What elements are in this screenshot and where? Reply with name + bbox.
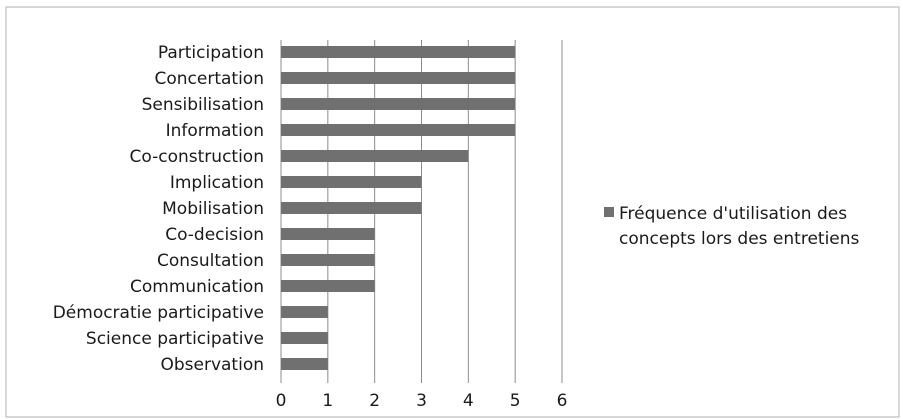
x-tick-labels: 0 1 2 3 4 5 6 xyxy=(276,378,568,411)
x-tick-label: 2 xyxy=(369,391,380,411)
legend-label-line-1: Fréquence d'utilisation des xyxy=(619,204,847,224)
bar xyxy=(281,72,516,84)
x-tick-label: 0 xyxy=(276,391,287,411)
legend-swatch xyxy=(604,207,614,217)
category-label: Consultation xyxy=(157,251,264,271)
bar xyxy=(281,202,422,214)
category-label: Démocratie participative xyxy=(53,303,264,323)
category-label: Science participative xyxy=(86,329,264,349)
bar xyxy=(281,98,516,110)
category-labels: Participation Concertation Sensibilisation… xyxy=(53,43,264,375)
x-tick-label: 6 xyxy=(557,391,568,411)
bar xyxy=(281,332,328,344)
bar xyxy=(281,150,469,162)
category-label: Participation xyxy=(158,43,264,63)
category-label: Co-construction xyxy=(130,147,264,167)
category-label: Mobilisation xyxy=(162,199,264,219)
category-label: Sensibilisation xyxy=(142,95,264,115)
category-label: Communication xyxy=(130,277,264,297)
legend-label-line-2: concepts lors des entretiens xyxy=(619,229,860,249)
x-tick-label: 1 xyxy=(322,391,333,411)
bar xyxy=(281,46,516,58)
bar xyxy=(281,306,328,318)
x-tick-label: 4 xyxy=(463,391,474,411)
chart-border xyxy=(5,6,900,418)
bar xyxy=(281,176,422,188)
x-tick-label: 5 xyxy=(510,391,521,411)
bar xyxy=(281,124,516,136)
x-tick-label: 3 xyxy=(416,391,427,411)
grid-lines xyxy=(280,40,563,378)
bar xyxy=(281,358,328,370)
bar xyxy=(281,280,375,292)
category-label: Implication xyxy=(170,173,264,193)
category-label: Information xyxy=(166,121,264,141)
legend: Fréquence d'utilisation des concepts lor… xyxy=(604,204,860,249)
category-label: Co-decision xyxy=(165,225,264,245)
bar xyxy=(281,254,375,266)
bar xyxy=(281,228,375,240)
category-label: Concertation xyxy=(155,69,265,89)
bars xyxy=(281,46,516,370)
category-label: Observation xyxy=(160,355,264,375)
